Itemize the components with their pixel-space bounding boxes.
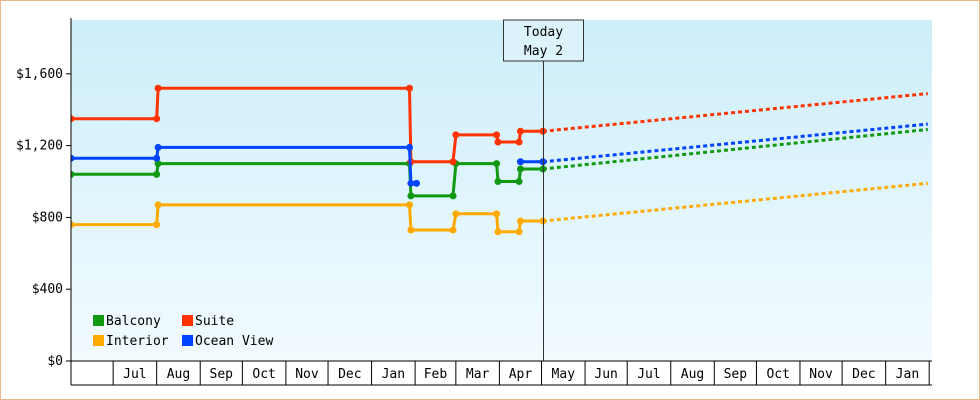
ocean-view-point: [407, 179, 415, 187]
ocean-view-legend-label: Ocean View: [195, 334, 273, 349]
today-label: Today: [524, 25, 563, 40]
suite-point: [449, 158, 457, 166]
x-tick-label: Oct: [766, 367, 789, 382]
suite-point: [406, 84, 414, 92]
ocean-view-legend-swatch: [182, 335, 193, 346]
x-tick-label: Feb: [424, 367, 448, 382]
interior-point: [154, 201, 162, 209]
x-tick-label: Jan: [382, 367, 405, 382]
y-tick-label: $1,200: [16, 139, 63, 154]
balcony-point: [407, 192, 415, 200]
suite-forecast-line: [542, 92, 928, 133]
suite-point: [515, 138, 523, 146]
interior-point: [407, 226, 415, 234]
x-tick-label: Jul: [637, 367, 660, 382]
balcony-point: [154, 160, 162, 168]
interior-legend-swatch: [93, 335, 104, 346]
x-tick-label: Jun: [594, 367, 617, 382]
x-tick-label: Jul: [123, 367, 146, 382]
x-tick-label: Aug: [681, 367, 704, 382]
interior-point: [452, 210, 460, 218]
x-tick-label: Dec: [338, 367, 361, 382]
x-tick-label: Oct: [252, 367, 275, 382]
x-tick-label: Apr: [509, 367, 533, 382]
interior-point: [516, 217, 524, 225]
balcony-point: [515, 178, 523, 186]
ocean-view-point: [406, 143, 414, 151]
interior-legend-label: Interior: [106, 334, 169, 349]
today-callout: [503, 19, 584, 62]
balcony-point: [153, 170, 161, 178]
suite-point: [493, 131, 501, 139]
x-tick-label: Dec: [852, 367, 875, 382]
balcony-forecast-line: [542, 127, 928, 171]
balcony-point: [516, 165, 524, 173]
interior-point: [153, 221, 161, 229]
interior-forecast-line: [542, 181, 928, 223]
ocean-view-point: [71, 154, 75, 162]
ocean-view-point: [153, 154, 161, 162]
ocean-view-point: [516, 158, 524, 166]
balcony-legend-label: Balcony: [106, 314, 161, 329]
y-tick-label: $0: [47, 354, 63, 369]
y-tick-label: $800: [32, 210, 63, 225]
x-tick-label: Nov: [295, 367, 319, 382]
balcony-legend-swatch: [93, 315, 104, 326]
x-tick-label: Aug: [167, 367, 190, 382]
x-tick-label: Jan: [896, 367, 919, 382]
x-tick-label: Nov: [809, 367, 833, 382]
suite-point: [71, 115, 75, 123]
suite-point: [154, 84, 162, 92]
today-date: May 2: [524, 44, 563, 59]
balcony-point: [449, 192, 457, 200]
ocean-view-forecast-line: [542, 122, 928, 164]
ocean-view-point: [413, 179, 421, 187]
suite-legend-swatch: [182, 315, 193, 326]
interior-point: [406, 201, 414, 209]
suite-point: [494, 138, 502, 146]
interior-point: [515, 228, 523, 236]
x-tick-label: Sep: [210, 367, 234, 382]
interior-point: [494, 228, 502, 236]
ocean-view-point: [154, 143, 162, 151]
x-tick-label: Sep: [724, 367, 748, 382]
y-tick-label: $1,600: [16, 67, 63, 82]
x-tick-label: Mar: [466, 367, 490, 382]
interior-point: [71, 221, 75, 229]
suite-legend-label: Suite: [195, 314, 234, 329]
balcony-point: [71, 170, 75, 178]
suite-point: [516, 127, 524, 135]
x-tick-label: May: [552, 367, 576, 382]
interior-point: [449, 226, 457, 234]
interior-point: [493, 210, 501, 218]
y-tick-label: $400: [32, 282, 63, 297]
suite-point: [452, 131, 460, 139]
balcony-point: [493, 160, 501, 168]
balcony-point: [494, 178, 502, 186]
suite-point: [153, 115, 161, 123]
plot-background: [71, 20, 932, 361]
